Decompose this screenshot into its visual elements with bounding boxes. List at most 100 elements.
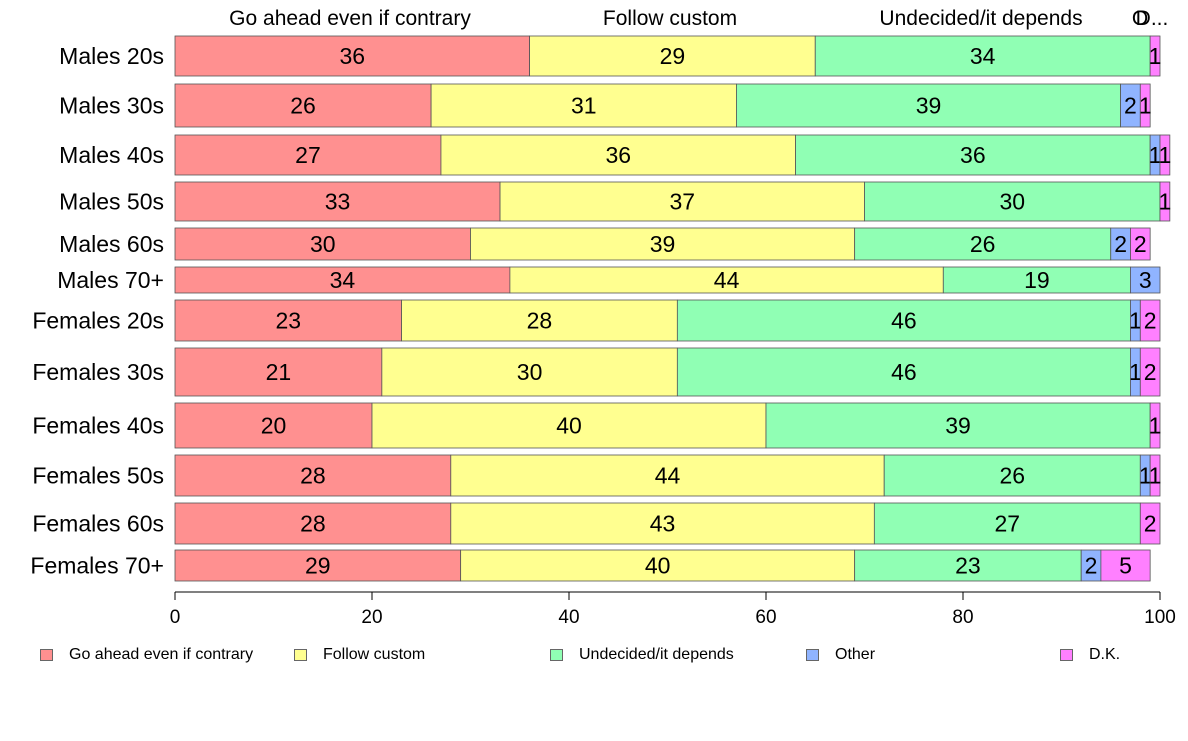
data-label: 30: [310, 231, 336, 257]
bar-segment: [1139, 502, 1161, 545]
category-label: Females 70+: [30, 553, 164, 579]
top-series-label: O: [1132, 7, 1148, 30]
bar-segment: [795, 134, 1151, 176]
x-tick-label: 100: [1144, 607, 1176, 628]
bar-segment: [883, 454, 1141, 497]
legend-swatch: [40, 649, 53, 661]
top-series-label: Go ahead even if contrary: [229, 7, 471, 30]
data-label: 2: [1134, 231, 1147, 257]
data-label: 39: [916, 93, 942, 119]
data-label: 36: [960, 142, 986, 168]
data-label: 37: [669, 189, 695, 215]
x-tick-label: 60: [755, 607, 776, 628]
data-label: 39: [945, 413, 971, 439]
top-series-label: Follow custom: [603, 7, 737, 30]
bar-segment: [1130, 227, 1151, 261]
data-label: 19: [1024, 267, 1050, 293]
legend-label: D.K.: [1089, 646, 1121, 663]
data-label: 26: [290, 93, 316, 119]
data-label: 20: [261, 413, 287, 439]
bar-segment: [174, 266, 511, 294]
data-label: 44: [714, 267, 740, 293]
bar-segment: [174, 347, 383, 397]
bar-segment: [529, 35, 816, 77]
bar-segment: [873, 502, 1141, 545]
bar-segment: [174, 402, 373, 449]
legend-label: Follow custom: [323, 646, 426, 663]
bar-segment: [676, 299, 1131, 342]
legend-swatch: [806, 649, 819, 661]
category-label: Males 50s: [59, 189, 164, 215]
bar-segment: [854, 549, 1082, 582]
data-label: 23: [275, 308, 301, 334]
x-tick-label: 80: [952, 607, 973, 628]
data-label: 1: [1149, 463, 1162, 489]
data-label: 27: [295, 142, 321, 168]
bar-segment: [430, 83, 737, 128]
data-label: 21: [266, 359, 292, 385]
bar-segment: [854, 227, 1112, 261]
x-tick-label: 20: [361, 607, 382, 628]
legend-swatch: [550, 649, 563, 661]
data-label: 1: [1129, 359, 1142, 385]
data-label: 1: [1139, 93, 1152, 119]
data-label: 33: [325, 189, 351, 215]
category-label: Females 40s: [32, 413, 164, 439]
category-label: Males 20s: [59, 43, 164, 69]
bar-segment: [499, 181, 865, 222]
data-label: 36: [340, 43, 366, 69]
bar-segment: [942, 266, 1131, 294]
data-label: 31: [571, 93, 597, 119]
data-label: 26: [999, 463, 1025, 489]
bar-segment: [174, 549, 462, 582]
bar-segment: [765, 402, 1151, 449]
legend-item: Follow custom: [294, 644, 425, 666]
bar-segment: [174, 83, 432, 128]
data-label: 5: [1119, 553, 1132, 579]
legend-label: Other: [835, 646, 876, 663]
data-label: 1: [1159, 142, 1172, 168]
bar-segment: [174, 502, 452, 545]
category-label: Males 60s: [59, 231, 164, 257]
data-label: 1: [1149, 413, 1162, 439]
top-series-label: D...: [1136, 7, 1169, 30]
data-label: 46: [891, 359, 917, 385]
data-label: 1: [1129, 308, 1142, 334]
data-label: 2: [1124, 93, 1137, 119]
legend-label: Go ahead even if contrary: [69, 646, 254, 663]
data-label: 1: [1139, 463, 1152, 489]
category-label: Females 50s: [32, 463, 164, 489]
bar-segment: [450, 454, 885, 497]
bar-segment: [174, 299, 402, 342]
data-label: 2: [1144, 359, 1157, 385]
category-label: Females 30s: [32, 359, 164, 385]
bar-segment: [1159, 134, 1171, 176]
data-label: 2: [1144, 308, 1157, 334]
legend-swatch: [1060, 649, 1073, 661]
bar-segment: [1100, 549, 1151, 582]
data-label: 23: [955, 553, 981, 579]
bar-segment: [460, 549, 856, 582]
bar-segment: [1149, 35, 1161, 77]
bar-segment: [381, 347, 678, 397]
data-label: 40: [556, 413, 582, 439]
data-label: 26: [970, 231, 996, 257]
data-label: 30: [517, 359, 543, 385]
data-label: 1: [1159, 189, 1172, 215]
data-label: 46: [891, 308, 917, 334]
bar-segment: [864, 181, 1161, 222]
category-label: Males 30s: [59, 93, 164, 119]
data-label: 39: [650, 231, 676, 257]
bar-segment: [1139, 347, 1161, 397]
legend-item: Other: [806, 644, 875, 666]
bar-segment: [736, 83, 1122, 128]
data-label: 3: [1139, 267, 1152, 293]
top-series-label: Undecided/it depends: [879, 7, 1082, 30]
data-label: 36: [605, 142, 631, 168]
bar-segment: [1139, 83, 1151, 128]
data-label: 29: [660, 43, 686, 69]
bar-segment: [174, 181, 501, 222]
data-label: 2: [1144, 511, 1157, 537]
